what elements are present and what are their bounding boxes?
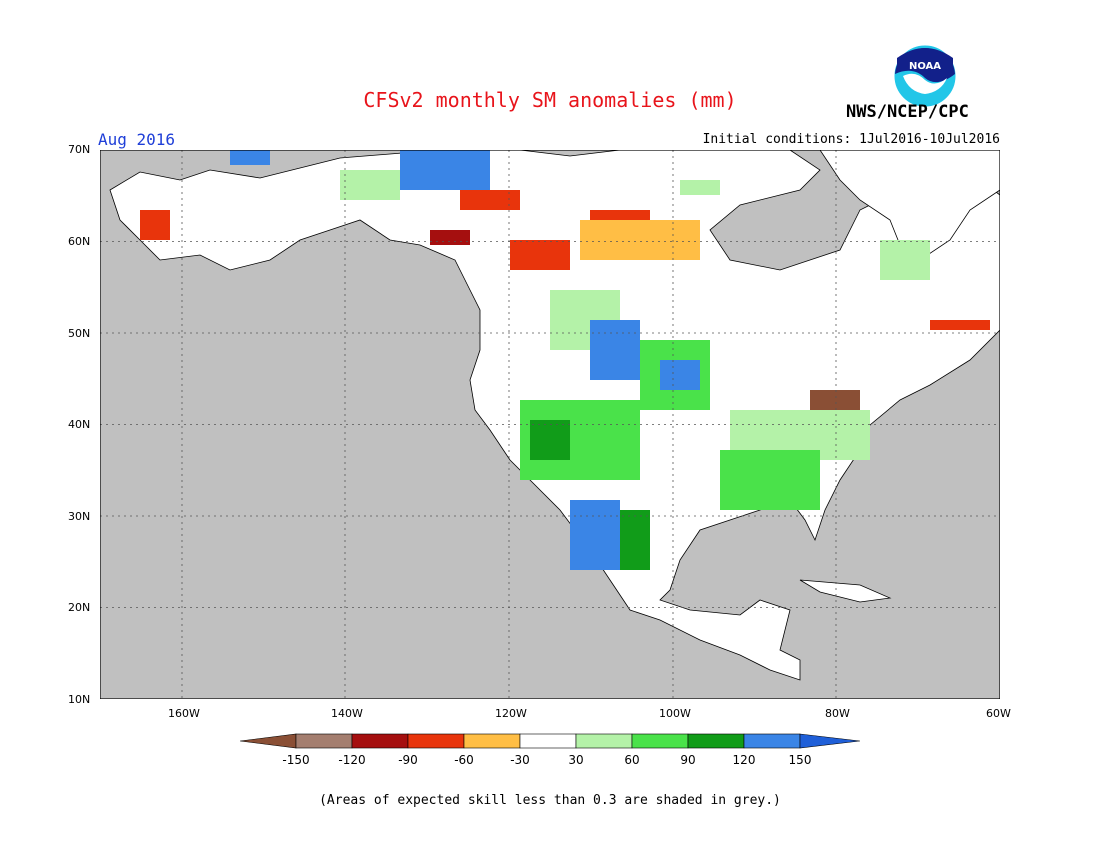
lat-label-60n: 60N (68, 235, 91, 248)
lon-label-160w: 160W (168, 707, 200, 720)
lon-label-100w: 100W (659, 707, 691, 720)
noaa-logo-text: NOAA (909, 61, 941, 72)
legend-label: 60 (624, 753, 639, 767)
lon-label-120w: 120W (495, 707, 527, 720)
legend-label: -60 (454, 753, 474, 767)
forecast-month: Aug 2016 (98, 130, 176, 149)
lat-label-40n: 40N (68, 418, 91, 431)
lon-label-140w: 140W (331, 707, 363, 720)
anomaly-map (100, 150, 1000, 699)
legend-swatch (407, 733, 465, 749)
legend-label: -30 (510, 753, 530, 767)
legend-arrow-high (799, 733, 860, 749)
legend-swatch (295, 733, 353, 749)
lat-label-70n: 70N (68, 143, 91, 156)
lon-label-80w: 80W (825, 707, 850, 720)
legend-swatch (463, 733, 521, 749)
legend-label: -150 (282, 753, 309, 767)
legend-label: 120 (733, 753, 756, 767)
lat-lon-grid (100, 150, 1000, 699)
initial-conditions: Initial conditions: 1Jul2016-10Jul2016 (702, 132, 1000, 147)
map-title: CFSv2 monthly SM anomalies (mm) (363, 88, 737, 112)
lat-label-20n: 20N (68, 601, 91, 614)
legend-arrow-low (240, 733, 297, 749)
legend-label: -90 (398, 753, 418, 767)
lat-label-50n: 50N (68, 327, 91, 340)
legend-swatch (351, 733, 409, 749)
noaa-logo: NOAA (893, 44, 957, 108)
anomaly-patches (140, 150, 990, 570)
legend-label: 90 (680, 753, 695, 767)
legend-label: -120 (338, 753, 365, 767)
legend-swatch (575, 733, 633, 749)
legend-label: 150 (789, 753, 812, 767)
legend-swatch (631, 733, 689, 749)
color-legend: -150 -120 -90 -60 -30 30 60 90 120 150 (240, 733, 860, 767)
agency-label: NWS/NCEP/CPC (846, 102, 969, 122)
lon-label-60w: 60W (986, 707, 1011, 720)
skill-footnote: (Areas of expected skill less than 0.3 a… (319, 793, 781, 808)
legend-swatch (743, 733, 801, 749)
legend-swatch (687, 733, 745, 749)
legend-label: 30 (568, 753, 583, 767)
cuba-land (799, 579, 892, 603)
lat-label-10n: 10N (68, 693, 91, 706)
legend-swatch (519, 733, 577, 749)
lat-label-30n: 30N (68, 510, 91, 523)
